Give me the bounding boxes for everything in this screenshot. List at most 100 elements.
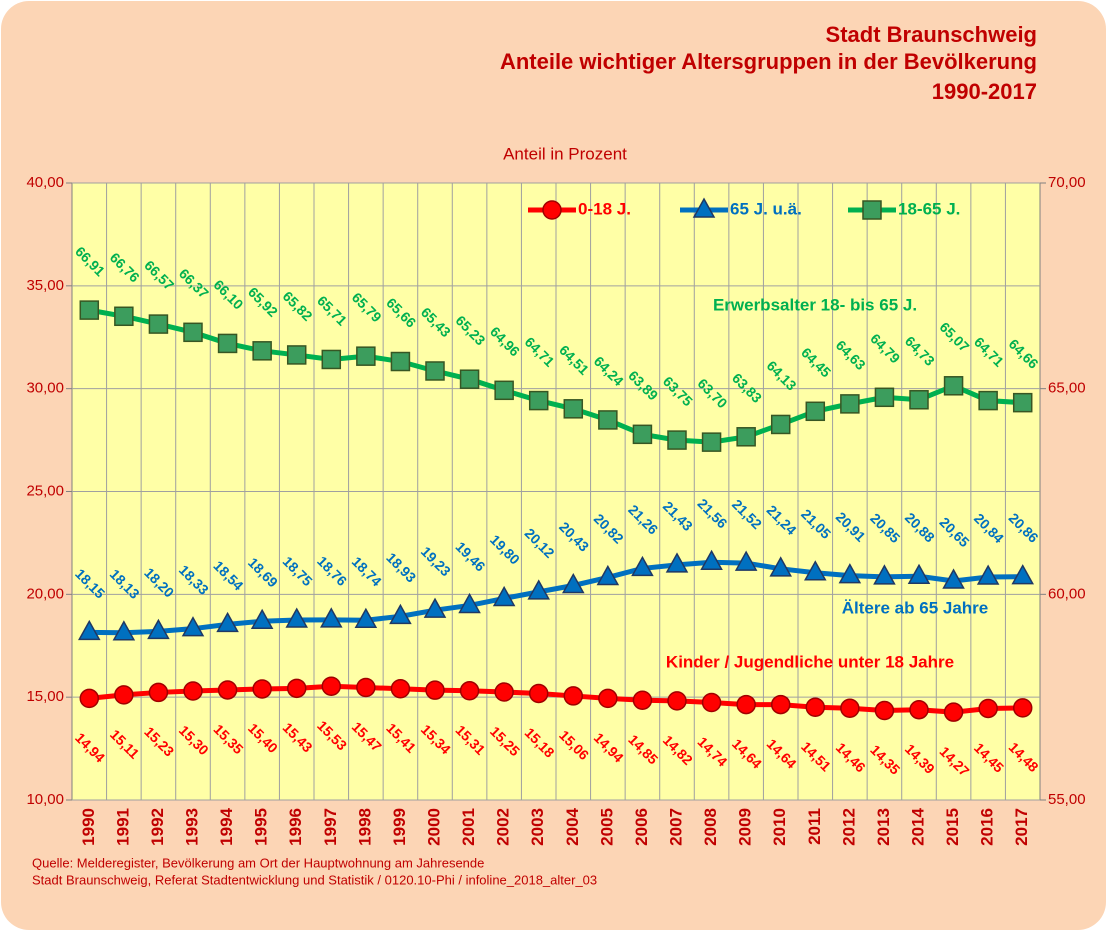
data-point xyxy=(216,611,239,633)
y-tick-label: 20,00 xyxy=(26,585,64,602)
x-tick-label: 2000 xyxy=(424,808,443,846)
x-tick-label: 1997 xyxy=(321,808,340,846)
x-tick-label: 1993 xyxy=(182,808,201,846)
x-tick-label: 2016 xyxy=(978,808,997,846)
data-point xyxy=(183,322,203,343)
data-point xyxy=(942,568,965,589)
legend-marker xyxy=(862,200,882,220)
data-point xyxy=(562,572,585,594)
data-point xyxy=(805,697,826,717)
data-point xyxy=(563,686,584,706)
data-point xyxy=(114,306,134,327)
annotation: Ältere ab 65 Jahre xyxy=(842,598,988,617)
legend-label: 65 J. u.ä. xyxy=(730,199,802,218)
data-point xyxy=(321,676,342,697)
x-tick-label: 2002 xyxy=(494,808,513,846)
chart-title: Anteile wichtiger Altersgruppen in der B… xyxy=(500,49,1037,74)
y-tick-label: 10,00 xyxy=(26,791,64,808)
data-point xyxy=(769,556,792,577)
y-tick-label: 30,00 xyxy=(26,380,64,397)
data-point xyxy=(528,683,549,704)
data-point xyxy=(874,387,895,408)
x-tick-label: 2007 xyxy=(666,808,685,846)
data-point xyxy=(147,618,170,640)
data-point xyxy=(217,680,238,700)
data-point xyxy=(701,692,722,713)
x-tick-label: 2008 xyxy=(701,808,720,846)
data-point xyxy=(598,688,618,709)
y-tick-label: 40,00 xyxy=(26,174,64,191)
x-tick-label: 2010 xyxy=(770,808,789,846)
data-point xyxy=(252,341,272,361)
data-point xyxy=(874,700,895,721)
x-tick-label: 2017 xyxy=(1012,808,1031,846)
chart-title: Stadt Braunschweig xyxy=(826,22,1037,47)
legend-label: 0-18 J. xyxy=(578,199,631,218)
data-point xyxy=(390,678,411,699)
data-point xyxy=(494,682,514,702)
axis-title: Anteil in Prozent xyxy=(503,144,627,163)
data-point xyxy=(632,424,653,445)
data-point xyxy=(909,699,929,720)
data-point xyxy=(598,410,618,430)
data-point xyxy=(943,376,964,396)
data-point xyxy=(356,677,376,698)
data-point xyxy=(667,691,687,711)
annotation: Erwerbsalter 18- bis 65 J. xyxy=(713,295,917,314)
data-point xyxy=(320,607,343,628)
data-point xyxy=(285,607,308,628)
data-point xyxy=(907,563,931,584)
series-line xyxy=(88,307,1023,445)
data-point xyxy=(667,430,687,450)
data-point xyxy=(736,427,756,447)
chart-title: 1990-2017 xyxy=(932,79,1037,104)
y-tick-label: 25,00 xyxy=(26,482,64,499)
data-point xyxy=(286,678,307,699)
x-tick-label: 1996 xyxy=(286,808,305,846)
data-point xyxy=(252,679,272,699)
data-point xyxy=(286,345,307,365)
data-point xyxy=(528,390,549,411)
data-point xyxy=(112,620,136,641)
data-point xyxy=(840,394,860,414)
annotation: Kinder / Jugendliche unter 18 Jahre xyxy=(666,652,954,671)
data-point xyxy=(527,579,550,600)
data-point xyxy=(183,681,203,701)
data-point xyxy=(78,619,101,641)
x-tick-label: 1998 xyxy=(355,808,374,846)
data-point xyxy=(736,694,756,715)
series-line xyxy=(89,559,1023,636)
legend-marker xyxy=(542,200,562,220)
x-tick-label: 2012 xyxy=(839,808,858,846)
data-point xyxy=(492,585,516,607)
x-tick-label: 2009 xyxy=(736,808,755,846)
x-tick-label: 1999 xyxy=(390,808,409,846)
data-point xyxy=(873,564,896,585)
data-point xyxy=(701,432,722,452)
data-point xyxy=(425,680,445,700)
data-point xyxy=(114,685,134,705)
x-tick-label: 2015 xyxy=(943,808,962,846)
x-tick-label: 1990 xyxy=(79,808,98,846)
legend-marker xyxy=(692,197,716,218)
data-point xyxy=(79,300,100,320)
y-tick-label: 35,00 xyxy=(26,277,64,294)
y2-tick-label: 65,00 xyxy=(1048,380,1086,397)
y-tick-label: 15,00 xyxy=(26,688,64,705)
data-point xyxy=(805,401,826,422)
source: Stadt Braunschweig, Referat Stadtentwick… xyxy=(32,872,597,887)
data-point xyxy=(978,390,998,411)
data-point xyxy=(563,399,584,419)
data-point xyxy=(459,681,480,701)
data-point xyxy=(1011,564,1034,585)
data-point xyxy=(978,698,998,719)
data-point xyxy=(838,563,862,584)
x-tick-label: 1995 xyxy=(252,808,271,846)
data-point xyxy=(390,351,411,372)
x-tick-label: 2006 xyxy=(632,808,651,846)
x-tick-label: 2005 xyxy=(597,808,616,846)
data-point xyxy=(804,560,827,581)
data-point xyxy=(665,552,689,573)
x-tick-label: 1992 xyxy=(148,808,167,846)
